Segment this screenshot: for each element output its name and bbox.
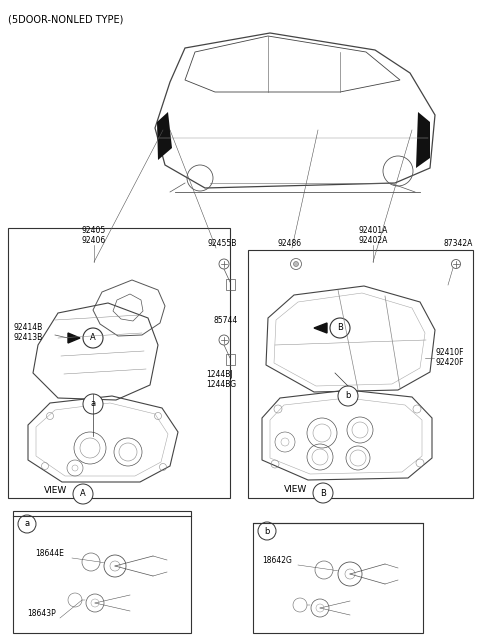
Text: 92406: 92406 bbox=[82, 236, 106, 245]
Bar bbox=[226, 354, 235, 365]
Text: 92486: 92486 bbox=[278, 239, 302, 248]
Text: 92455B: 92455B bbox=[207, 239, 236, 248]
Text: 92413B: 92413B bbox=[14, 333, 43, 342]
Text: 87342A: 87342A bbox=[444, 239, 473, 248]
Text: 1244BG: 1244BG bbox=[206, 380, 236, 389]
Circle shape bbox=[73, 484, 93, 504]
Text: 85744: 85744 bbox=[213, 316, 237, 325]
Circle shape bbox=[18, 515, 36, 533]
Text: (5DOOR-NONLED TYPE): (5DOOR-NONLED TYPE) bbox=[8, 14, 123, 24]
Circle shape bbox=[258, 522, 276, 540]
Text: b: b bbox=[264, 526, 270, 535]
Bar bbox=[226, 279, 235, 290]
Circle shape bbox=[338, 386, 358, 406]
Text: A: A bbox=[80, 490, 86, 498]
Text: 18642G: 18642G bbox=[262, 556, 292, 565]
Polygon shape bbox=[416, 112, 430, 168]
Text: VIEW: VIEW bbox=[284, 485, 307, 494]
Circle shape bbox=[330, 318, 350, 338]
Text: 18644E: 18644E bbox=[35, 549, 64, 558]
Polygon shape bbox=[68, 333, 80, 343]
Bar bbox=[13, 511, 191, 633]
Text: 92420F: 92420F bbox=[436, 358, 465, 367]
Text: B: B bbox=[320, 488, 326, 497]
Circle shape bbox=[293, 262, 299, 267]
Text: 92405: 92405 bbox=[82, 226, 106, 235]
Text: a: a bbox=[24, 519, 30, 528]
Bar bbox=[248, 250, 473, 498]
Text: a: a bbox=[90, 399, 96, 408]
Text: 92414B: 92414B bbox=[14, 323, 43, 332]
Text: 18643P: 18643P bbox=[27, 609, 56, 618]
Text: 92402A: 92402A bbox=[358, 236, 388, 245]
Circle shape bbox=[313, 483, 333, 503]
Polygon shape bbox=[314, 323, 327, 333]
Text: B: B bbox=[337, 323, 343, 333]
Text: 1244BJ: 1244BJ bbox=[206, 370, 233, 379]
Text: 92410F: 92410F bbox=[436, 348, 465, 357]
Circle shape bbox=[83, 328, 103, 348]
Text: A: A bbox=[90, 333, 96, 342]
Text: 92401A: 92401A bbox=[358, 226, 388, 235]
Text: b: b bbox=[345, 392, 351, 401]
Bar bbox=[8, 228, 230, 498]
Bar bbox=[253, 523, 423, 633]
Circle shape bbox=[83, 394, 103, 414]
Text: VIEW: VIEW bbox=[44, 486, 67, 495]
Polygon shape bbox=[157, 112, 172, 160]
